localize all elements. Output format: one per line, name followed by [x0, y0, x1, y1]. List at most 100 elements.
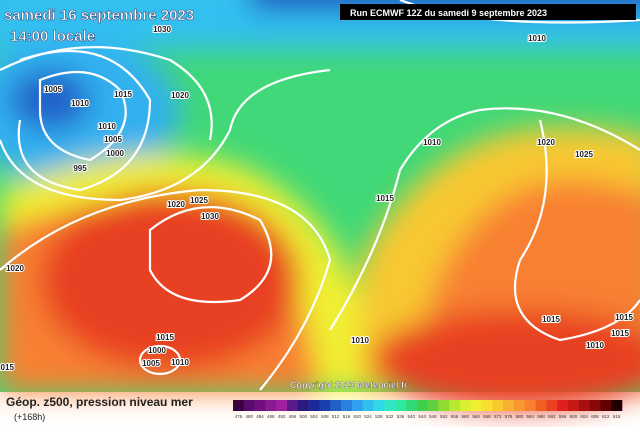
colorbar-tick-label: 492	[278, 414, 286, 419]
colorbar-swatch	[297, 400, 309, 411]
colorbar-swatch	[362, 400, 374, 411]
colorbar-swatch	[373, 400, 385, 411]
colorbar-tick-label: 496	[289, 414, 297, 419]
colorbar-tick-label: 572	[494, 414, 502, 419]
colorbar-tick-label: 524	[364, 414, 372, 419]
colorbar-swatch	[330, 400, 342, 411]
colorbar-tick-label: 536	[397, 414, 405, 419]
isobar-label: 995	[73, 164, 87, 173]
colorbar-tick-label: 548	[429, 414, 437, 419]
lead-time: (+168h)	[14, 412, 45, 422]
colorbar-tick-label: 508	[321, 414, 329, 419]
colorbar-tick-label: 616	[613, 414, 621, 419]
isobar-label: 1000	[148, 346, 166, 355]
colorbar-tick-label: 532	[386, 414, 394, 419]
isobar-label: 1010	[98, 122, 116, 131]
isobar-label: 1010	[586, 341, 604, 350]
colorbar: 476 480 484 488 492 496 500 504 508 512 516 520 524 5…	[233, 400, 623, 419]
colorbar-swatch	[351, 400, 363, 411]
colorbar-tick-label: 556	[451, 414, 459, 419]
colorbar-tick-label: 580	[516, 414, 524, 419]
isobar-label: 1010	[171, 358, 189, 367]
colorbar-swatch	[449, 400, 461, 411]
isobar-label: 1015	[156, 333, 174, 342]
colorbar-swatch	[405, 400, 417, 411]
colorbar-swatch	[276, 400, 288, 411]
colorbar-tick-label: 584	[526, 414, 534, 419]
colorbar-swatch	[416, 400, 428, 411]
isobar-label: 1030	[153, 25, 171, 34]
colorbar-tick-label: 528	[375, 414, 383, 419]
colorbar-swatch	[492, 400, 504, 411]
colorbar-tick-label: 604	[580, 414, 588, 419]
colorbar-swatch	[535, 400, 547, 411]
colorbar-tick-label: 576	[505, 414, 513, 419]
colorbar-tick-label: 504	[310, 414, 318, 419]
colorbar-swatch	[470, 400, 482, 411]
colorbar-tick-label: 564	[472, 414, 480, 419]
colorbar-swatch	[395, 400, 407, 411]
colorbar-swatch	[481, 400, 493, 411]
colorbar-swatch	[503, 400, 515, 411]
isobar-label: 1010	[423, 138, 441, 147]
isobar-label: 1020	[537, 138, 555, 147]
colorbar-swatch	[254, 400, 266, 411]
isobar-label: 1015	[611, 329, 629, 338]
isobar-label: 1015	[376, 194, 394, 203]
colorbar-tick-label: 488	[267, 414, 275, 419]
colorbar-swatch	[438, 400, 450, 411]
colorbar-swatch	[589, 400, 601, 411]
colorbar-tick-label: 560	[462, 414, 470, 419]
copyright: Copyright 2023 Meteociel.fr	[290, 380, 408, 390]
colorbar-tick-label: 484	[256, 414, 264, 419]
colorbar-swatch	[265, 400, 277, 411]
colorbar-swatch	[567, 400, 580, 411]
colorbar-tick-label: 592	[548, 414, 556, 419]
colorbar-swatch	[243, 400, 255, 411]
colorbar-swatch	[459, 400, 472, 411]
colorbar-swatch	[308, 400, 320, 411]
colorbar-swatch	[233, 400, 245, 411]
colorbar-tick-label: 540	[408, 414, 416, 419]
isobar-label: 1000	[106, 149, 124, 158]
isobar-label: 1010	[71, 99, 89, 108]
isobars	[0, 0, 640, 391]
colorbar-tick-label: 520	[354, 414, 362, 419]
colorbar-swatch	[546, 400, 558, 411]
colorbar-swatch	[557, 400, 569, 411]
isobar-label: 1010	[351, 336, 369, 345]
date: samedi 16 septembre 2023	[4, 7, 194, 24]
isobar-label: 1030	[201, 212, 219, 221]
colorbar-tick-label: 516	[343, 414, 351, 419]
isobar-label: 1025	[575, 150, 593, 159]
colorbar-tick-label: 544	[418, 414, 426, 419]
colorbar-swatch	[287, 400, 299, 411]
colorbar-tick-label: 500	[299, 414, 307, 419]
isobar-label: 1015	[615, 313, 633, 322]
colorbar-tick-label: 588	[537, 414, 545, 419]
run-box	[340, 4, 636, 20]
isobar-label: 1020	[167, 200, 185, 209]
isobar-label: 1025	[190, 196, 208, 205]
colorbar-tick-label: 480	[245, 414, 253, 419]
isobar-label: 1005	[104, 135, 122, 144]
colorbar-swatch	[384, 400, 396, 411]
colorbar-tick-label: 600	[570, 414, 578, 419]
footer-title: Géop. z500, pression niveau mer	[6, 395, 193, 409]
colorbar-tick-label: 612	[602, 414, 610, 419]
time: 14:00 locale	[10, 28, 95, 45]
colorbar-swatch	[600, 400, 612, 411]
colorbar-swatch	[524, 400, 536, 411]
colorbar-tick-label: 552	[440, 414, 448, 419]
colorbar-swatch	[578, 400, 590, 411]
isobar-label: 1015	[542, 315, 560, 324]
isobar-label: 1020	[171, 91, 189, 100]
isobar-label: 1005	[44, 85, 62, 94]
isobar-label: 1010	[528, 34, 546, 43]
run: Run ECMWF 12Z du samedi 9 septembre 2023	[350, 8, 547, 18]
colorbar-tick-label: 608	[591, 414, 599, 419]
colorbar-swatch	[341, 400, 353, 411]
colorbar-swatch	[513, 400, 526, 411]
